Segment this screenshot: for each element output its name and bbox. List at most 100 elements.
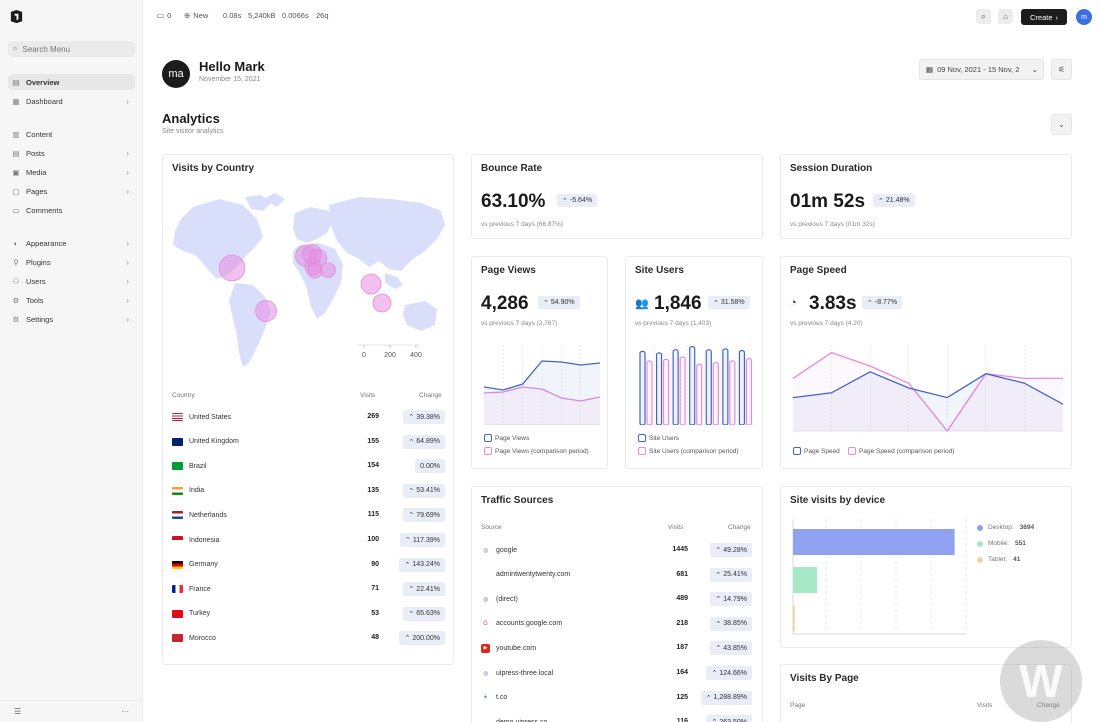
visits-value: 100 — [367, 536, 379, 543]
chevron-down-icon: ⌄ — [1058, 120, 1065, 129]
table-row: admintwentytwenty.com — [481, 567, 570, 583]
card-title: Page Speed — [790, 265, 847, 276]
change-badge: ⌃ 64.89% — [403, 434, 445, 449]
sidebar-item-pages[interactable]: ▢ Pages › — [8, 183, 135, 199]
session-duration-change: ⌃ 21.48% — [873, 194, 915, 207]
series-area — [484, 387, 600, 425]
chevron-down-icon: ⌄ — [1029, 65, 1038, 74]
visits-value: 53 — [371, 609, 379, 617]
page-views-comparison: vs previous 7 days (2,767) — [481, 320, 558, 327]
series-area — [484, 361, 600, 425]
search-input[interactable] — [22, 44, 123, 54]
legend-item[interactable]: Tablet: 41 — [977, 556, 1020, 563]
bounce-rate-change: ⌃ -5.64% — [557, 194, 598, 207]
card-title: Site Users — [635, 265, 684, 276]
search-button[interactable]: ⌕ — [976, 9, 991, 24]
table-row: demo.uipress.co — [481, 714, 547, 722]
collapse-section-button[interactable]: ⌄ — [1051, 114, 1072, 135]
date-range-picker[interactable]: ▦ 09 Nov, 2021 - 15 Nov, 2 ⌄ — [919, 59, 1044, 80]
legend-item[interactable]: Page Speed (comparison period) — [848, 447, 954, 455]
sidebar-item-content[interactable]: ▥ Content — [8, 126, 135, 142]
sidebar-item-posts[interactable]: ▤ Posts › — [8, 145, 135, 161]
bar — [655, 352, 663, 425]
country-name: Morocco — [189, 634, 216, 642]
create-button[interactable]: Create › — [1021, 9, 1067, 25]
sidebar-item-users[interactable]: ⚇ Users › — [8, 273, 135, 289]
filter-button[interactable]: ⚟ — [1051, 59, 1072, 80]
country-bubble[interactable] — [218, 254, 246, 282]
source-name: youtube.com — [496, 644, 537, 652]
sidebar-item-comments[interactable]: ▭ Comments — [8, 202, 135, 218]
card-title: Traffic Sources — [481, 495, 554, 506]
legend-item[interactable]: Site Users (comparison period) — [638, 447, 739, 455]
search-menu[interactable]: ⌕ — [8, 41, 135, 57]
country-bubble[interactable] — [372, 293, 392, 313]
col-page: Page — [790, 702, 806, 709]
flag-icon — [172, 486, 183, 495]
arrow-icon: ⌃ — [878, 197, 884, 205]
change-badge: ⌃ 53.41% — [403, 483, 445, 498]
sidebar-item-tools[interactable]: ⚙ Tools › — [8, 292, 135, 308]
legend-item[interactable]: Page Speed — [793, 447, 840, 455]
visits-value: 155 — [367, 437, 379, 445]
arrow-icon: ⌃ — [404, 561, 411, 569]
visits-value: 135 — [367, 486, 379, 494]
legend-item[interactable]: Desktop: 3694 — [977, 524, 1034, 531]
country-bubble[interactable] — [307, 263, 323, 279]
flag-icon — [172, 609, 183, 618]
legend-item[interactable]: Mobile: 551 — [977, 540, 1026, 547]
sidebar-item-dashboard[interactable]: ▦ Dashboard › — [8, 93, 135, 109]
arrow-icon: ⌃ — [715, 571, 722, 579]
legend-item[interactable]: Page Views (comparison period) — [484, 447, 589, 455]
visits-value: 164 — [676, 669, 688, 676]
source-name: google — [496, 546, 518, 554]
col-change: Change — [419, 392, 442, 399]
country-bubble[interactable] — [360, 273, 382, 295]
comments-counter[interactable]: ▭ 0 — [157, 11, 172, 20]
country-bubble[interactable] — [255, 300, 277, 322]
user-avatar[interactable]: m — [1076, 9, 1092, 25]
sidebar-item-label: Dashboard — [26, 96, 63, 106]
top-bar: ▭ 0 ⊕ New 0.08s 5,240kB 0.0066s 26q ⌕ ⌂ Cr… — [143, 0, 1100, 34]
legend-swatch — [848, 447, 856, 455]
sidebar-item-plugins[interactable]: ⚲ Plugins › — [8, 254, 135, 270]
visits-value: 269 — [367, 413, 379, 420]
visits-value: 125 — [676, 693, 688, 701]
country-name: Netherlands — [189, 511, 227, 519]
page-views-change: ⌃ 54.90% — [538, 296, 580, 309]
arrow-icon: ⌃ — [562, 197, 568, 205]
sidebar-item-appearance[interactable]: ◐ Appearance › — [8, 235, 135, 251]
legend-dot — [977, 556, 983, 563]
collapse-menu-icon[interactable]: ☰ — [14, 707, 22, 716]
more-icon[interactable]: ··· — [121, 707, 129, 716]
site-users-change: ⌃ 31.58% — [708, 296, 750, 309]
table-row: Netherlands — [172, 507, 227, 523]
map-scale: 0 200 400 — [357, 344, 422, 359]
bar — [662, 358, 670, 425]
home-button[interactable]: ⌂ — [998, 9, 1013, 24]
blank-icon — [481, 570, 490, 579]
sidebar-item-label: Tools — [26, 295, 44, 305]
legend-dot — [977, 524, 983, 531]
logo-icon[interactable] — [9, 9, 24, 24]
google-icon: G — [483, 620, 488, 627]
source-name: uipress-three.local — [496, 669, 554, 677]
visits-value: 90 — [371, 560, 379, 568]
country-bubble[interactable] — [320, 262, 336, 278]
col-source: Source — [481, 524, 502, 531]
change-badge: 0.00% — [415, 459, 445, 474]
sidebar-item-overview[interactable]: ▤ Overview — [8, 74, 135, 90]
globe-icon: ◍ — [482, 596, 489, 603]
new-button[interactable]: ⊕ New — [184, 11, 209, 20]
users-icon: 👥 — [635, 298, 649, 310]
sidebar-item-settings[interactable]: ⚙ Settings › — [8, 311, 135, 327]
bar — [738, 350, 746, 425]
chevron-right-icon: › — [126, 257, 129, 267]
sidebar-item-media[interactable]: ▣ Media › — [8, 164, 135, 180]
col-visits: Visits — [977, 702, 993, 709]
legend-item[interactable]: Site Users — [638, 434, 679, 442]
legend-swatch — [484, 447, 492, 455]
legend-item[interactable]: Page Views — [484, 434, 529, 442]
site-users-chart — [638, 345, 754, 425]
